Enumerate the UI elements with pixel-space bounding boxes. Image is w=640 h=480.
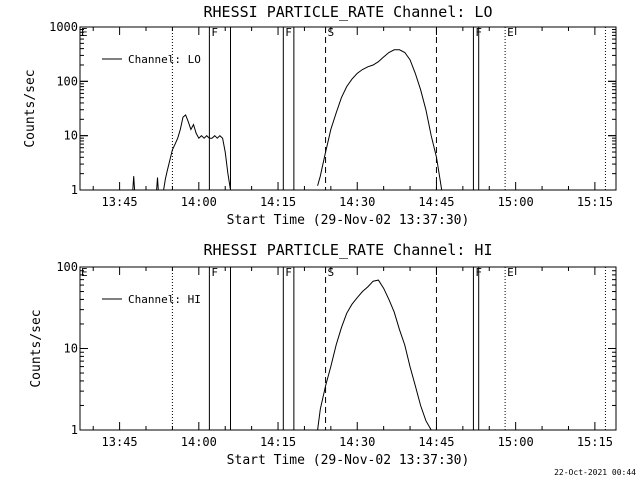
x-tick-label: 14:45 [418, 195, 454, 209]
marker-flag: S [328, 266, 335, 279]
x-tick-label: 15:00 [498, 195, 534, 209]
marker-flag: E [81, 266, 88, 279]
x-tick-label: 14:00 [181, 195, 217, 209]
y-axis-label: Counts/sec [29, 309, 44, 387]
y-tick-label: 1 [71, 423, 78, 437]
marker-flag: F [211, 26, 218, 39]
y-tick-label: 1000 [49, 20, 78, 34]
marker-flag: E [507, 26, 514, 39]
x-tick-label: 14:30 [339, 195, 375, 209]
x-tick-label: 15:15 [577, 195, 613, 209]
plot-frame [79, 266, 617, 431]
y-axis-label: Counts/sec [23, 69, 38, 147]
marker-flag: S [328, 26, 335, 39]
chart-title: RHESSI PARTICLE_RATE Channel: LO [204, 3, 493, 21]
x-tick-label: 14:15 [260, 195, 296, 209]
y-tick-label: 100 [56, 74, 78, 88]
series-line [317, 279, 432, 431]
x-tick-label: 13:45 [102, 195, 138, 209]
footer-timestamp: 22-Oct-2021 00:44 [554, 468, 636, 477]
chart-panel-0: RHESSI PARTICLE_RATE Channel: LO Counts/s… [23, 3, 617, 228]
marker-flag: E [81, 26, 88, 39]
y-tick-label: 10 [64, 342, 78, 356]
y-tick-label: 1 [71, 183, 78, 197]
x-tick-label: 14:30 [339, 435, 375, 449]
series-line [132, 49, 443, 191]
marker-flag: F [211, 266, 218, 279]
x-axis-label: Start Time (29-Nov-02 13:37:30) [227, 453, 470, 468]
marker-flag: F [285, 26, 292, 39]
x-tick-label: 14:45 [418, 435, 454, 449]
x-axis-label: Start Time (29-Nov-02 13:37:30) [227, 213, 470, 228]
y-tick-label: 10 [64, 129, 78, 143]
chart-title: RHESSI PARTICLE_RATE Channel: HI [204, 241, 493, 259]
x-tick-label: 14:00 [181, 435, 217, 449]
chart-panel-1: RHESSI PARTICLE_RATE Channel: HI Counts/s… [29, 241, 617, 468]
legend-label: Channel: LO [128, 53, 201, 66]
legend-label: Channel: HI [128, 293, 201, 306]
x-tick-label: 15:15 [577, 435, 613, 449]
marker-flag: F [285, 266, 292, 279]
marker-flag: E [507, 266, 514, 279]
y-tick-label: 100 [56, 260, 78, 274]
x-tick-label: 15:00 [498, 435, 534, 449]
plot-frame [79, 26, 617, 191]
x-tick-label: 13:45 [102, 435, 138, 449]
x-tick-label: 14:15 [260, 435, 296, 449]
